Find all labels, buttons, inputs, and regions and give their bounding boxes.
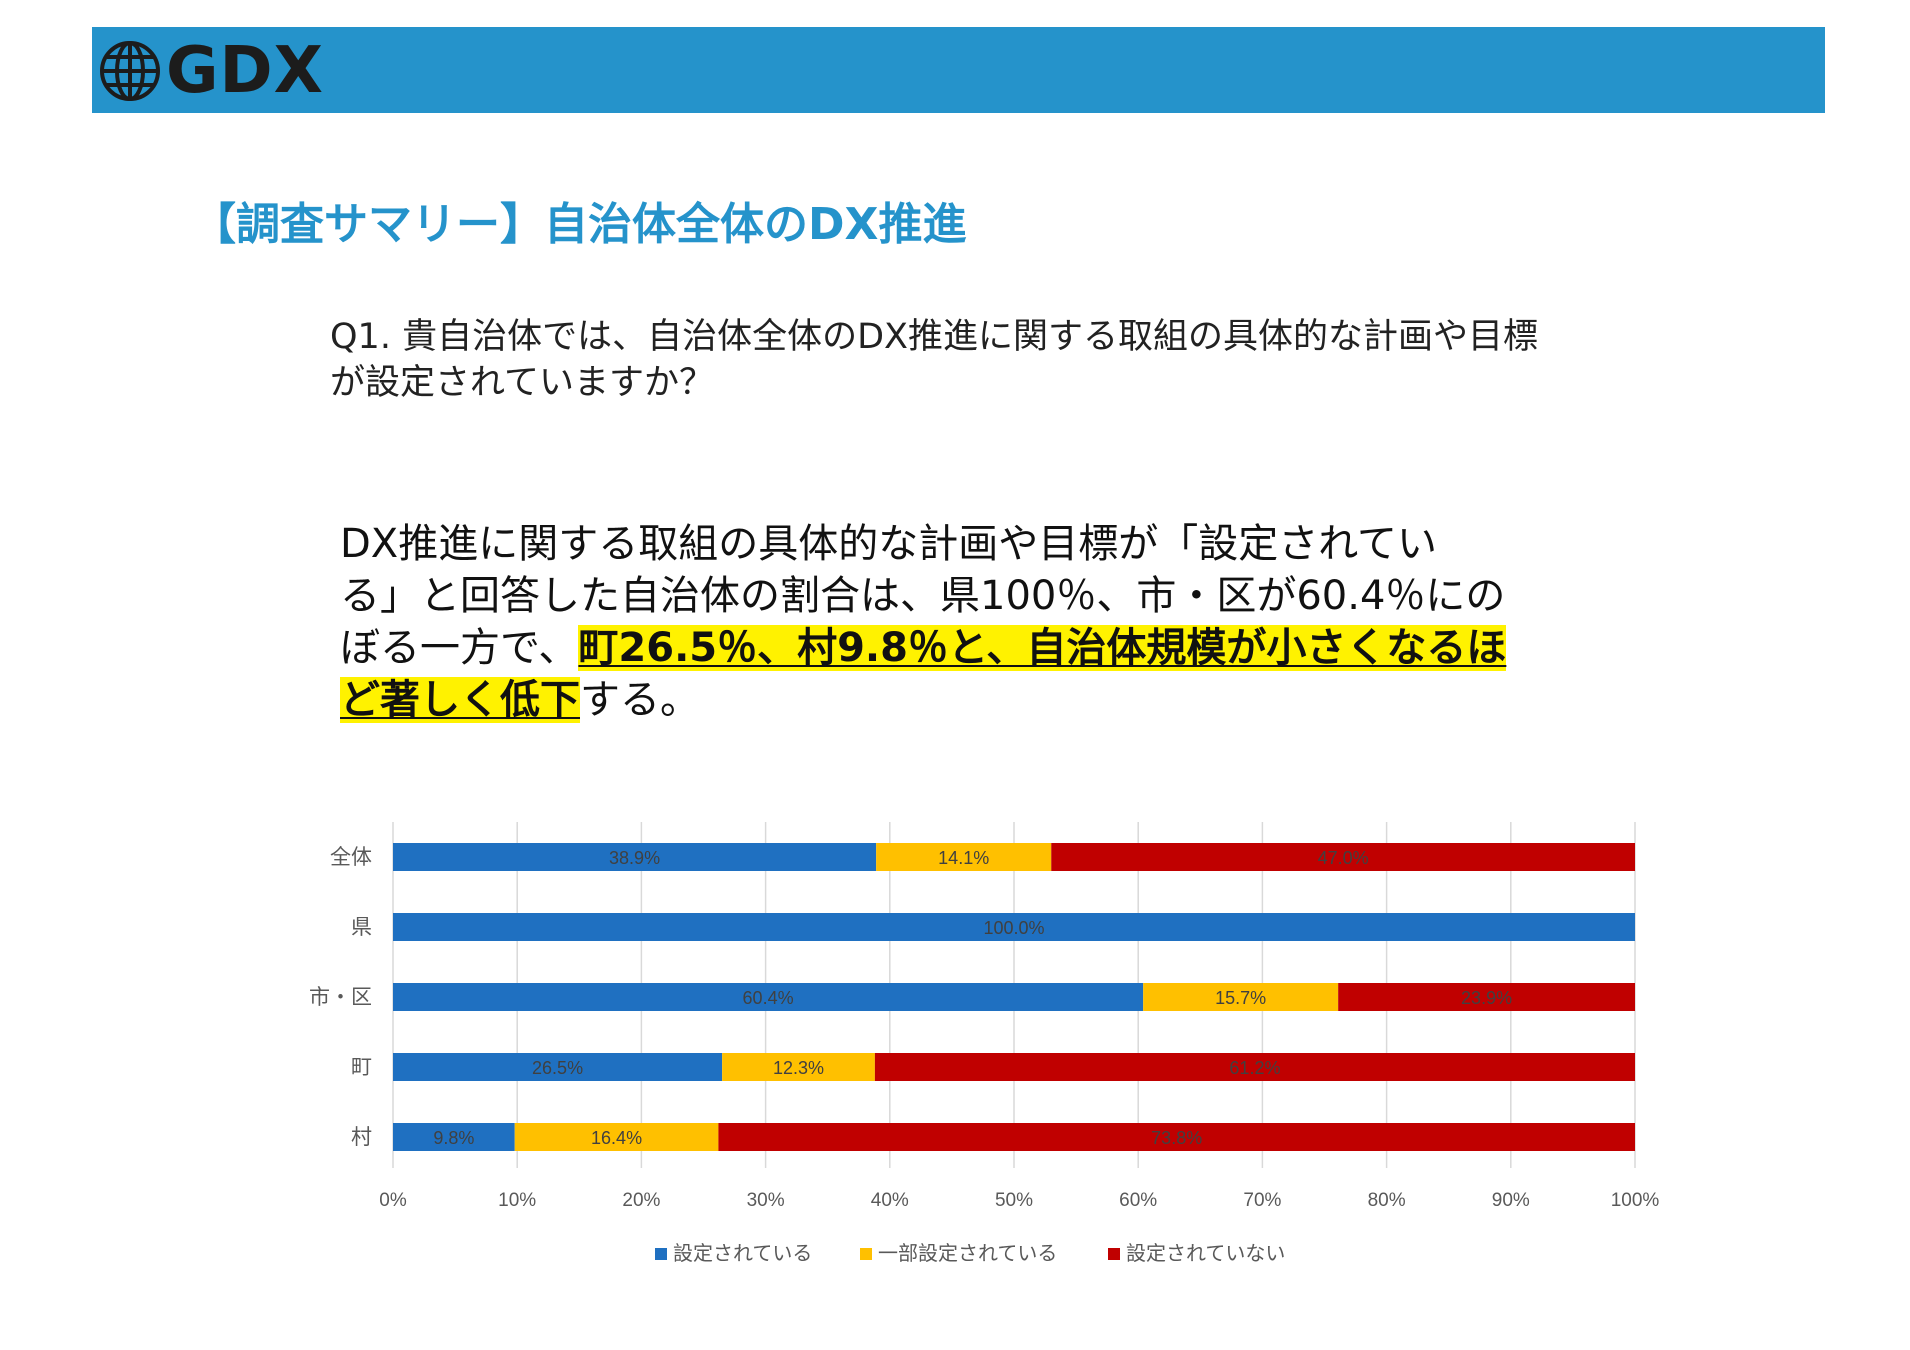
summary-text: DX推進に関する取組の具体的な計画や目標が「設定されてい る」と回答した自治体の… [340, 518, 1640, 726]
logo-text: GDX [166, 34, 324, 108]
legend-swatch [1108, 1248, 1120, 1260]
category-label: 市・区 [309, 985, 372, 1009]
data-label: 15.7% [1215, 988, 1266, 1008]
summary-line-1: DX推進に関する取組の具体的な計画や目標が「設定されてい [340, 521, 1438, 567]
legend-swatch [655, 1248, 667, 1260]
data-label: 16.4% [591, 1128, 642, 1148]
x-tick-label: 40% [871, 1190, 909, 1211]
data-label: 100.0% [983, 918, 1044, 938]
data-label: 47.0% [1318, 848, 1369, 868]
question-line-2: が設定されていますか？ [330, 363, 714, 403]
summary-line-4-plain: する。 [580, 677, 700, 723]
data-label: 61.2% [1229, 1058, 1280, 1078]
x-tick-label: 90% [1492, 1190, 1530, 1211]
legend-label: 設定されている [673, 1241, 812, 1265]
gdx-logo: GDX [98, 35, 324, 107]
data-label: 12.3% [773, 1058, 824, 1078]
data-label: 60.4% [743, 988, 794, 1008]
category-label: 村 [351, 1125, 372, 1149]
data-label: 14.1% [938, 848, 989, 868]
data-label: 23.9% [1461, 988, 1512, 1008]
bar-segment [393, 1123, 515, 1151]
x-tick-label: 60% [1119, 1190, 1157, 1211]
summary-line-3: ぼる一方で、町26.5％、村9.8％と、自治体規模が小さくなるほ [340, 622, 1640, 674]
bar-segment [514, 1123, 719, 1151]
x-tick-label: 100% [1611, 1190, 1660, 1211]
x-tick-label: 20% [622, 1190, 660, 1211]
bar-segment [874, 1053, 1635, 1081]
bar-segment [393, 983, 1144, 1011]
bar-segment [1051, 843, 1635, 871]
data-label: 9.8% [433, 1128, 474, 1148]
legend-swatch [860, 1248, 872, 1260]
summary-highlight-2: ど著しく低下 [340, 677, 580, 723]
legend-label: 一部設定されている [878, 1241, 1057, 1265]
x-tick-label: 10% [498, 1190, 536, 1211]
bar-segment [722, 1053, 875, 1081]
data-label: 26.5% [532, 1058, 583, 1078]
bar-segment [393, 913, 1635, 941]
data-label: 73.8% [1151, 1128, 1202, 1148]
summary-line-4: ど著しく低下する。 [340, 674, 1640, 726]
bar-segment [876, 843, 1052, 871]
summary-line-2: る」と回答した自治体の割合は、県100％、市・区が60.4％にの [340, 573, 1506, 619]
globe-icon [100, 41, 160, 101]
bar-segment [1338, 983, 1635, 1011]
x-tick-label: 50% [995, 1190, 1033, 1211]
bar-segment [1143, 983, 1339, 1011]
x-tick-label: 30% [747, 1190, 785, 1211]
question-line-1: Q1. 貴自治体では、自治体全体のDX推進に関する取組の具体的な計画や目標 [330, 317, 1538, 357]
legend-label: 設定されていない [1126, 1241, 1285, 1265]
category-label: 町 [351, 1055, 372, 1079]
question-text: Q1. 貴自治体では、自治体全体のDX推進に関する取組の具体的な計画や目標 が設… [330, 314, 1710, 406]
summary-line-3-plain: ぼる一方で、 [340, 625, 579, 671]
data-label: 38.9% [609, 848, 660, 868]
category-label: 全体 [330, 845, 372, 869]
x-tick-label: 80% [1368, 1190, 1406, 1211]
slide-title: 【調査サマリー】自治体全体のDX推進 [192, 199, 967, 250]
summary-highlight-1: 町26.5％、村9.8％と、自治体規模が小さくなるほ [578, 625, 1507, 671]
x-tick-label: 0% [379, 1190, 407, 1211]
header-bar: GDX [92, 27, 1825, 113]
bar-segment [393, 843, 877, 871]
bar-segment [393, 1053, 723, 1081]
x-tick-label: 70% [1243, 1190, 1281, 1211]
bar-segment [718, 1123, 1635, 1151]
category-label: 県 [351, 915, 372, 939]
